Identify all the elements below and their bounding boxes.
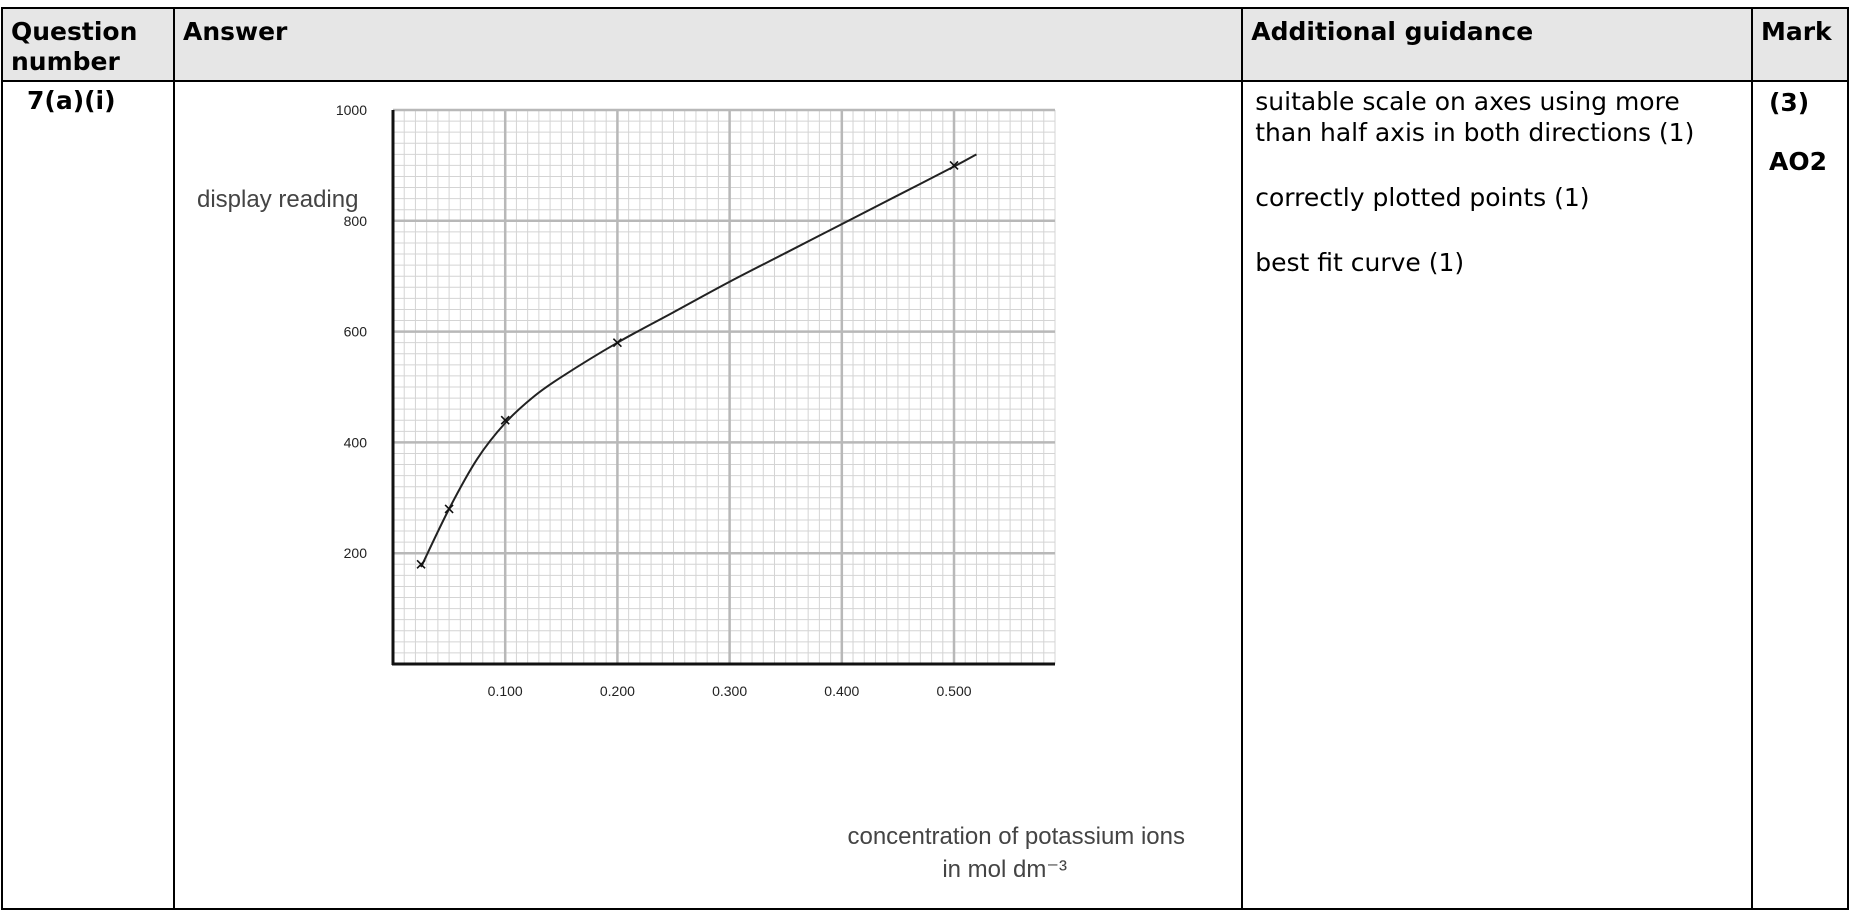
x-tick-label: 0.100 [488, 683, 523, 699]
y-tick-label: 400 [344, 434, 368, 450]
answer-cell: 200 400 600 800 1000 0.100 0.200 0.300 0.400 0.5… [172, 80, 1244, 910]
x-tick-label: 0.400 [824, 683, 859, 699]
plotted-point [444, 504, 454, 514]
graph-grid-minor [392, 110, 1056, 664]
y-tick-label: 1000 [336, 102, 367, 118]
plotted-point [416, 559, 426, 569]
graph-grid-major [392, 108, 1055, 664]
x-axis-label-line1: concentration of potassium ions [847, 823, 1185, 850]
mark-cell: (3) AO2 [1750, 80, 1849, 910]
guidance-scale: suitable scale on axes using more than h… [1255, 87, 1695, 147]
plotted-point [949, 160, 959, 170]
y-tick-labels: 200 400 600 800 1000 [336, 102, 367, 561]
header-answer: Answer [172, 7, 1244, 82]
y-tick-label: 800 [344, 213, 368, 229]
y-tick-label: 600 [344, 324, 368, 340]
assessment-objective: AO2 [1768, 147, 1827, 176]
header-mark: Mark [1750, 7, 1849, 82]
x-axis-label-line2: in mol dm⁻³ [942, 856, 1067, 883]
guidance-points: correctly plotted points (1) [1255, 183, 1590, 212]
header-question-number: Question number [1, 7, 175, 82]
x-tick-label: 0.200 [600, 683, 635, 699]
question-number: 7(a)(i) [1, 80, 175, 910]
header-additional-guidance: Additional guidance [1241, 7, 1753, 82]
best-fit-curve [420, 153, 977, 568]
x-tick-labels: 0.100 0.200 0.300 0.400 0.500 [488, 683, 972, 699]
x-tick-label: 0.500 [936, 683, 971, 699]
y-tick-label: 200 [344, 545, 368, 561]
mark-value: (3) [1768, 88, 1810, 117]
x-tick-label: 0.300 [712, 683, 747, 699]
header-row: Question number Answer Additional guidan… [1, 7, 1849, 82]
plotted-point [500, 415, 510, 425]
guidance-curve: best fit curve (1) [1255, 248, 1465, 277]
guidance-cell: suitable scale on axes using more than h… [1241, 80, 1753, 910]
plotted-point [612, 338, 622, 348]
concentration-graph: 200 400 600 800 1000 0.100 0.200 0.300 0.400 0.5… [197, 102, 1185, 883]
y-axis-label: display reading [197, 186, 358, 213]
plotted-points [416, 160, 959, 569]
mark-scheme-table: Question number Answer Additional guidan… [1, 7, 1849, 910]
table-row: 7(a)(i) 200 400 600 800 1000 0.100 0.200 0.300… [1, 80, 1849, 910]
